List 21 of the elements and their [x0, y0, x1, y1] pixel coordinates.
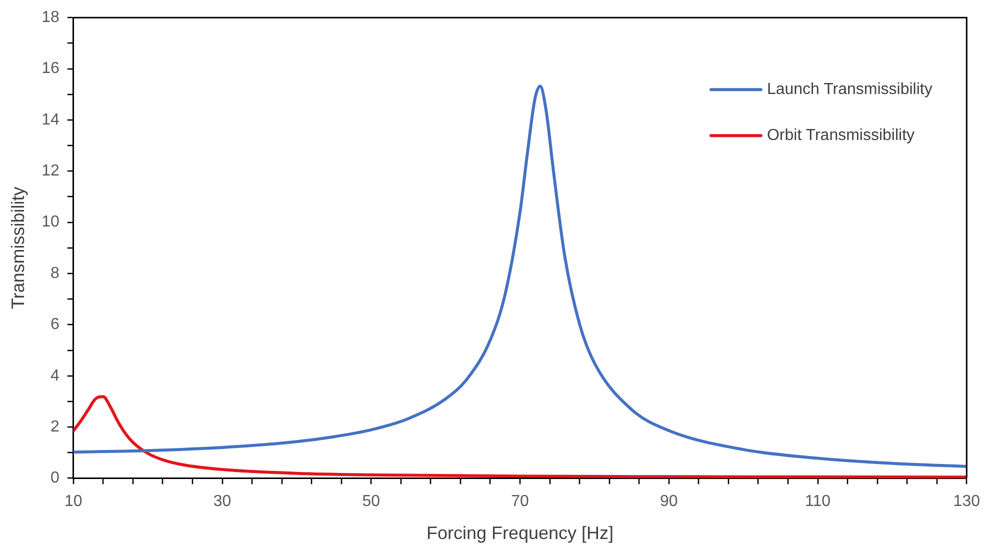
x-tick-label: 90: [660, 493, 678, 510]
y-tick-label: 6: [50, 316, 60, 334]
y-tick-label: 16: [42, 60, 60, 78]
x-tick-label: 130: [953, 493, 980, 510]
legend-label: Launch Transmissibility: [766, 81, 932, 98]
y-axis-title: Transmissibility: [8, 186, 28, 310]
x-tick-label: 110: [805, 493, 831, 510]
y-tick-label: 2: [50, 418, 60, 436]
y-tick-label: 10: [42, 214, 60, 231]
y-tick-label: 18: [42, 9, 60, 26]
x-tick-label: 30: [213, 493, 232, 510]
x-axis-title: Forcing Frequency [Hz]: [426, 523, 614, 544]
y-tick-label: 14: [42, 111, 60, 128]
y-tick-label: 8: [50, 264, 60, 282]
y-tick-label: 4: [50, 367, 60, 384]
legend-label: Orbit Transmissibility: [766, 127, 915, 144]
x-tick-label: 50: [362, 493, 380, 510]
x-tick-label: 70: [511, 493, 530, 510]
y-tick-label: 0: [50, 470, 60, 487]
x-tick-label: 10: [64, 493, 82, 510]
y-tick-label: 12: [42, 162, 60, 180]
